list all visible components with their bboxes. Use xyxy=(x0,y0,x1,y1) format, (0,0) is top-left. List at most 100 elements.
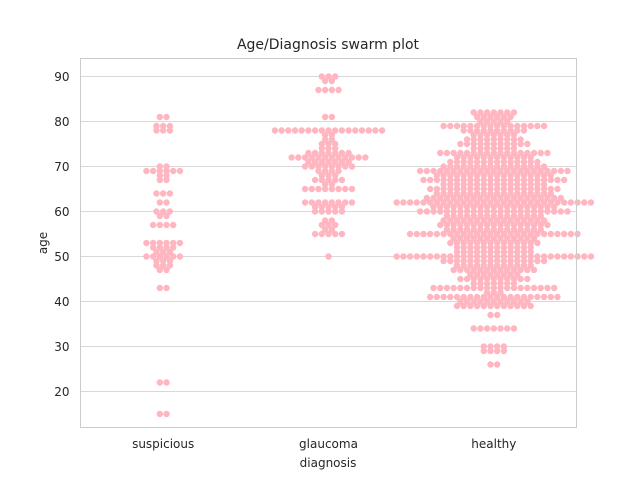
swarm-point-healthy xyxy=(457,149,464,157)
swarm-point-healthy xyxy=(473,176,481,184)
swarm-point-glaucoma xyxy=(332,203,339,211)
swarm-point-healthy xyxy=(483,109,491,116)
swarm-point-glaucoma xyxy=(328,226,336,233)
swarm-point-healthy xyxy=(557,194,565,202)
swarm-point-suspicious xyxy=(163,163,170,170)
swarm-point-healthy xyxy=(480,244,487,251)
swarm-point-healthy xyxy=(510,208,518,215)
swarm-point-healthy xyxy=(564,167,571,175)
swarm-point-healthy xyxy=(517,212,524,220)
swarm-point-healthy xyxy=(507,185,514,193)
swarm-point-glaucoma xyxy=(335,86,342,94)
swarm-point-healthy xyxy=(460,122,467,130)
swarm-point-healthy xyxy=(480,172,487,179)
swarm-point-healthy xyxy=(493,199,501,206)
swarm-point-healthy xyxy=(467,271,474,278)
plot-frame xyxy=(80,58,577,428)
swarm-point-healthy xyxy=(457,167,464,175)
swarm-point-healthy xyxy=(493,248,501,256)
swarm-point-glaucoma xyxy=(305,158,312,166)
swarm-point-glaucoma xyxy=(328,77,336,85)
swarm-point-healthy xyxy=(487,158,494,166)
swarm-point-healthy xyxy=(473,181,481,188)
swarm-point-healthy xyxy=(520,293,528,301)
swarm-point-healthy xyxy=(493,230,501,238)
swarm-point-healthy xyxy=(500,158,508,166)
swarm-point-healthy xyxy=(453,154,461,161)
swarm-point-glaucoma xyxy=(318,176,325,184)
swarm-point-healthy xyxy=(500,127,508,134)
swarm-point-glaucoma xyxy=(308,154,315,161)
swarm-point-healthy xyxy=(540,293,548,301)
swarm-point-healthy xyxy=(447,257,454,265)
swarm-point-healthy xyxy=(490,149,498,157)
swarm-point-glaucoma xyxy=(325,208,332,215)
swarm-point-glaucoma xyxy=(325,140,332,148)
swarm-point-healthy xyxy=(500,154,508,161)
swarm-point-healthy xyxy=(524,208,531,215)
swarm-point-glaucoma xyxy=(311,158,319,166)
swarm-point-healthy xyxy=(443,194,451,202)
swarm-point-suspicious xyxy=(166,127,174,134)
swarm-point-healthy xyxy=(487,190,494,197)
swarm-point-glaucoma xyxy=(318,127,325,134)
swarm-point-healthy xyxy=(540,257,548,265)
swarm-point-healthy xyxy=(530,203,538,211)
swarm-point-healthy xyxy=(473,302,481,310)
swarm-point-healthy xyxy=(524,194,531,202)
swarm-point-healthy xyxy=(463,275,471,283)
swarm-point-healthy xyxy=(510,136,518,143)
swarm-point-healthy xyxy=(520,244,528,251)
swarm-point-healthy xyxy=(480,185,487,193)
swarm-point-suspicious xyxy=(143,167,150,175)
swarm-point-healthy xyxy=(514,248,521,256)
swarm-point-healthy xyxy=(497,118,504,125)
swarm-point-healthy xyxy=(477,226,484,233)
swarm-point-healthy xyxy=(443,221,451,229)
swarm-point-healthy xyxy=(453,163,461,170)
swarm-point-healthy xyxy=(517,140,524,148)
swarm-point-healthy xyxy=(493,172,501,179)
swarm-point-healthy xyxy=(430,167,437,175)
swarm-point-glaucoma xyxy=(335,185,342,193)
swarm-point-healthy xyxy=(527,248,534,256)
swarm-point-healthy xyxy=(470,298,477,305)
swarm-point-healthy xyxy=(540,122,548,130)
swarm-point-suspicious xyxy=(156,221,164,229)
swarm-point-healthy xyxy=(487,271,494,278)
swarm-point-healthy xyxy=(480,262,487,269)
swarm-point-healthy xyxy=(473,253,481,260)
swarm-point-glaucoma xyxy=(288,154,295,161)
swarm-point-healthy xyxy=(460,293,467,301)
swarm-point-suspicious xyxy=(176,253,184,260)
swarm-point-healthy xyxy=(480,154,487,161)
swarm-point-healthy xyxy=(457,194,464,202)
swarm-point-healthy xyxy=(457,226,464,233)
swarm-point-healthy xyxy=(530,212,538,220)
swarm-point-healthy xyxy=(514,239,521,247)
swarm-point-healthy xyxy=(507,113,514,121)
swarm-point-healthy xyxy=(393,253,400,260)
swarm-point-healthy xyxy=(487,262,494,269)
swarm-point-healthy xyxy=(450,266,457,274)
swarm-point-healthy xyxy=(520,302,528,310)
swarm-point-healthy xyxy=(497,212,504,220)
swarm-point-healthy xyxy=(497,208,504,215)
swarm-point-healthy xyxy=(480,347,487,355)
swarm-point-glaucoma xyxy=(325,149,332,157)
swarm-point-healthy xyxy=(520,239,528,247)
swarm-point-healthy xyxy=(457,266,464,274)
swarm-point-healthy xyxy=(450,203,457,211)
swarm-point-healthy xyxy=(426,230,434,238)
swarm-point-suspicious xyxy=(163,244,170,251)
swarm-point-healthy xyxy=(500,172,508,179)
swarm-point-healthy xyxy=(413,199,420,206)
swarm-point-healthy xyxy=(507,257,514,265)
swarm-point-healthy xyxy=(493,262,501,269)
swarm-point-healthy xyxy=(453,185,461,193)
swarm-point-healthy xyxy=(534,239,541,247)
swarm-point-healthy xyxy=(460,199,467,206)
swarm-point-healthy xyxy=(477,221,484,229)
swarm-point-healthy xyxy=(520,230,528,238)
swarm-point-healthy xyxy=(477,266,484,274)
